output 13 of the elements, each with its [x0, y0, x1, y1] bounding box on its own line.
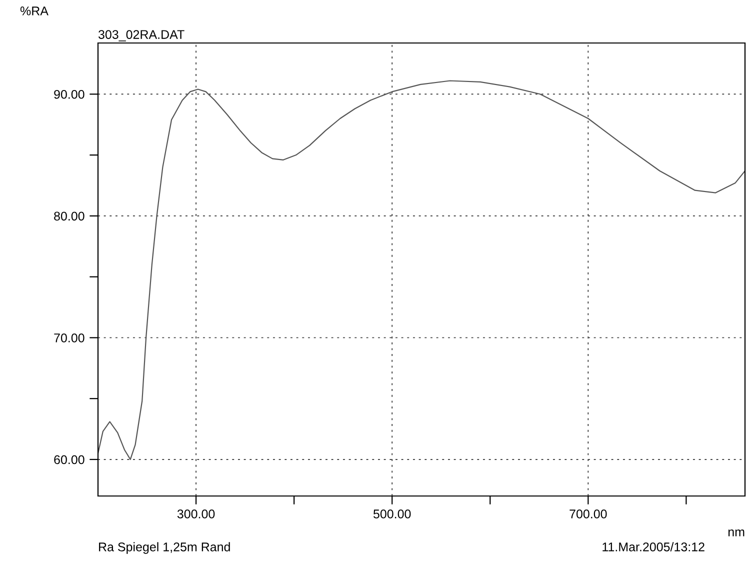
line-series: [98, 80, 745, 460]
x-tick-label: 500.00: [373, 510, 411, 518]
text: 11.Mar.2005/13:12: [602, 542, 704, 552]
y-tick-label: 80.00: [54, 212, 84, 221]
chart-title: 303_02RA.DAT: [98, 30, 184, 42]
y-tick-label: 90.00: [54, 90, 84, 99]
x-tick-label: 700.00: [570, 510, 607, 518]
x-tick-label: 300.00: [177, 510, 215, 518]
text: Ra Spiegel 1,25m Rand: [99, 542, 230, 554]
y-tick-label: 60.00: [54, 455, 84, 464]
y-axis-title: %RA: [20, 6, 48, 16]
y-tick-label: 70.00: [54, 333, 84, 342]
x-axis-title: nm: [728, 530, 744, 536]
